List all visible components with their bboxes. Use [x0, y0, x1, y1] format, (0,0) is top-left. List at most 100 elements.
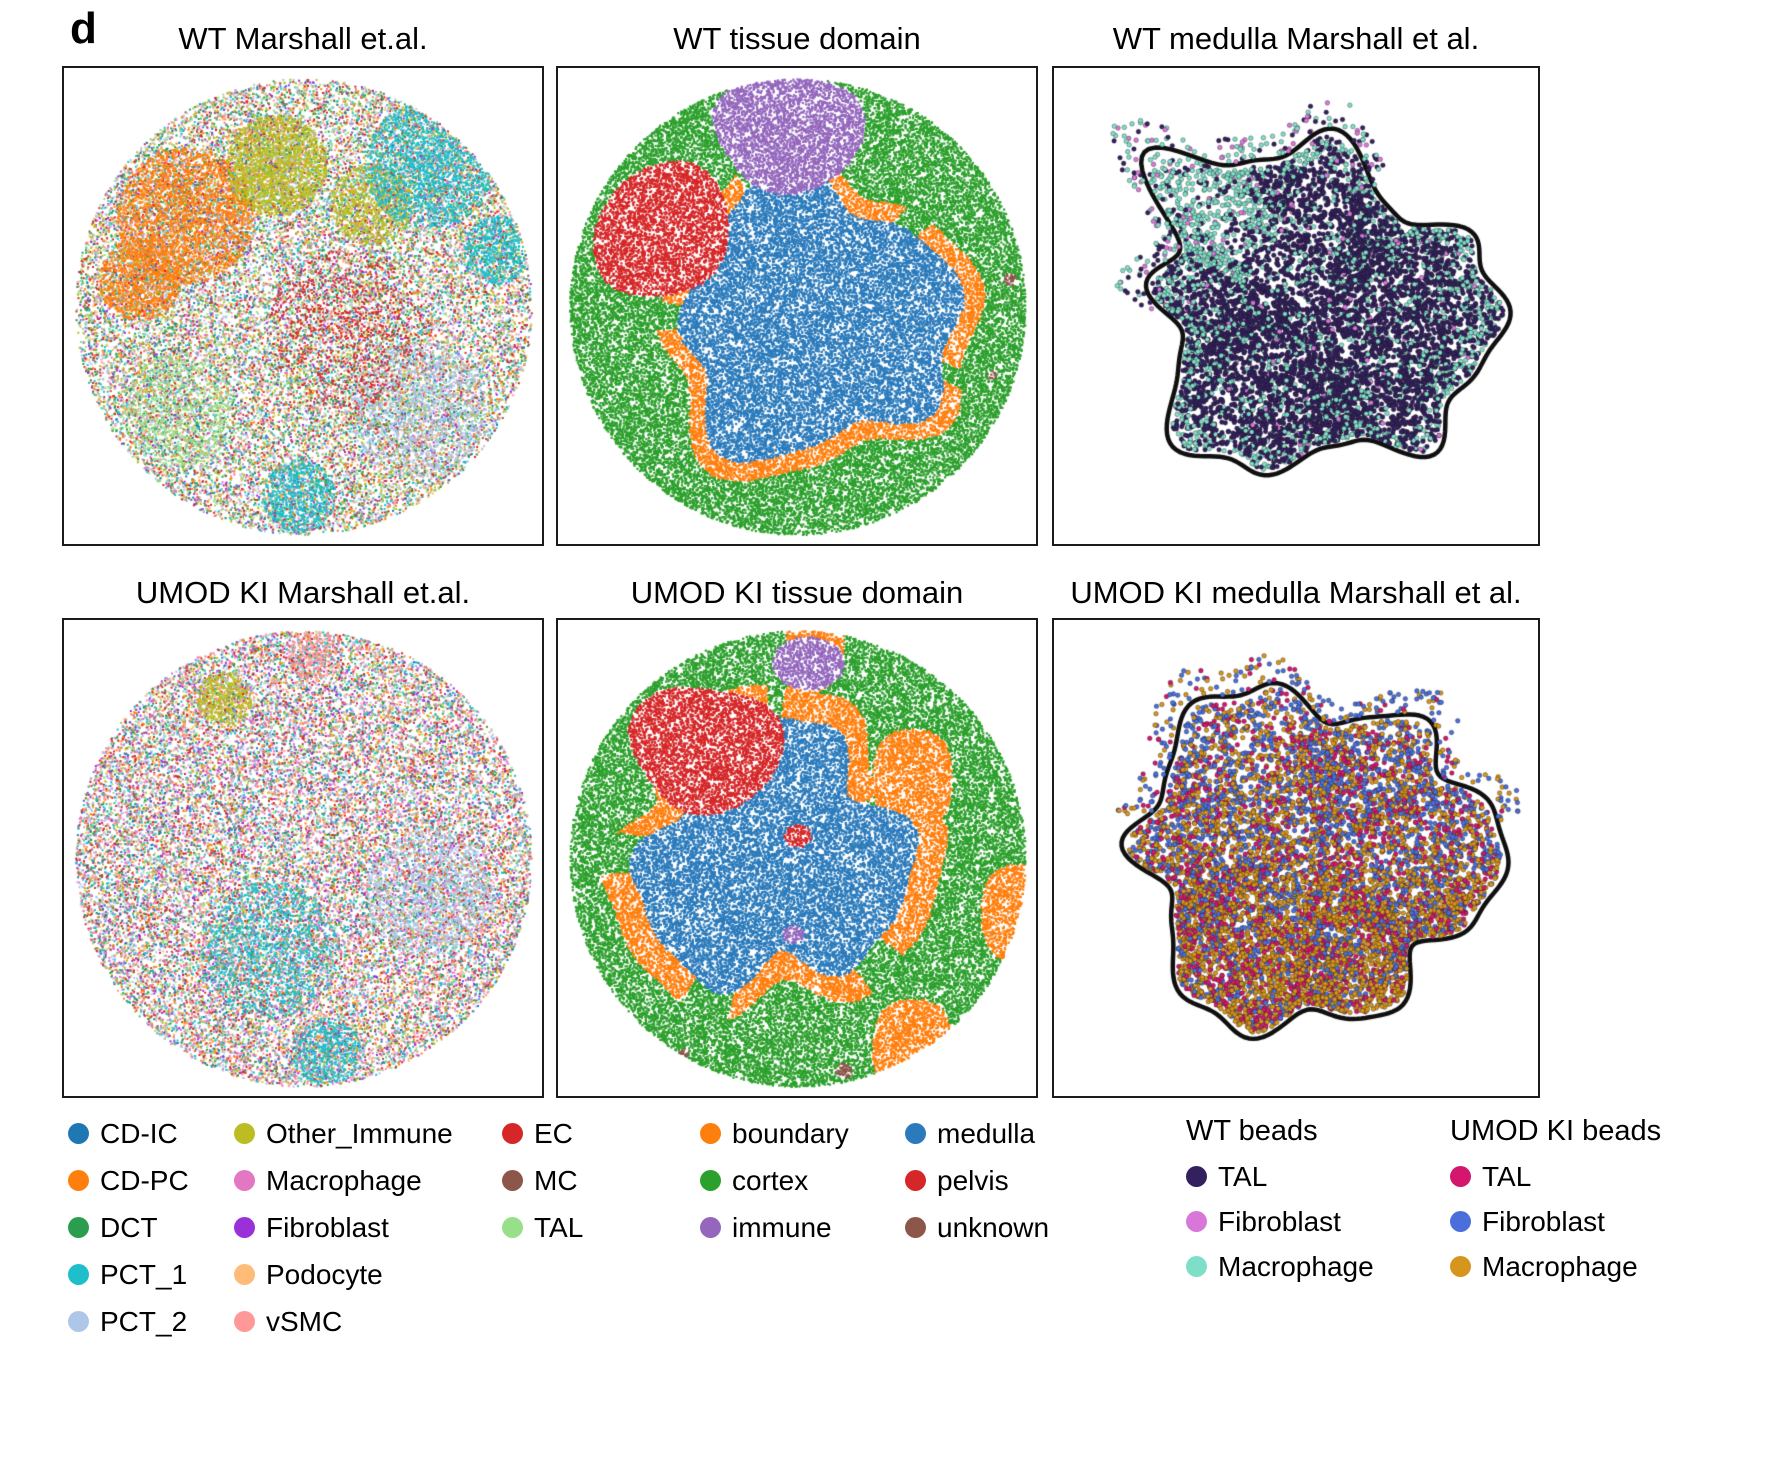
legend-cell-types-item-fibroblast: Fibroblast [234, 1204, 502, 1251]
legend-cell-types-item-macrophage: Macrophage [234, 1157, 502, 1204]
ki-marshall-plot [64, 620, 542, 1096]
panel-title-wt-domain: WT tissue domain [673, 21, 921, 56]
legend-label: Podocyte [266, 1258, 383, 1290]
legend-label: pelvis [937, 1164, 1009, 1196]
legend-wt-beads-item-macrophage: Macrophage [1186, 1244, 1374, 1289]
legend-umod-ki-beads-title: UMOD KI beads [1450, 1114, 1662, 1147]
ki-medulla-plot [1054, 620, 1538, 1096]
legend-label: unknown [937, 1211, 1050, 1243]
legend-cell-types-item-podocyte: Podocyte [234, 1251, 502, 1298]
legend-bullet-icon [905, 1123, 926, 1144]
legend-label: TAL [1482, 1160, 1532, 1192]
legend-label: PCT_2 [100, 1305, 188, 1337]
legend-label: DCT [100, 1211, 158, 1243]
legend-wt-beads-title: WT beads [1186, 1114, 1318, 1147]
legend-cell-types-item-pct-2: PCT_2 [68, 1298, 234, 1345]
legend-cell-types-item-mc: MC [502, 1157, 583, 1204]
legend-cell-types: CD-IC CD-PC DCT PCT_1 PCT_2 Other_Immune Macro… [68, 1110, 583, 1345]
legend-label: vSMC [266, 1305, 343, 1337]
legend-label: PCT_1 [100, 1258, 188, 1290]
legend-tissue-domains-item-immune: immune [700, 1204, 905, 1251]
legend-bullet-icon [234, 1123, 255, 1144]
legend-cell-types-item-dct: DCT [68, 1204, 234, 1251]
legend-cell-types-item-pct-1: PCT_1 [68, 1251, 234, 1298]
legend-wt-beads: WT beads TAL Fibroblast Macrophage [1186, 1108, 1374, 1289]
legend-bullet-icon [68, 1311, 89, 1332]
legend-bullet-icon [1186, 1211, 1207, 1232]
legend-bullet-icon [68, 1170, 89, 1191]
wt-medulla-plot [1054, 68, 1538, 544]
legend-umod-ki-beads: UMOD KI beads TAL Fibroblast Macrophage [1450, 1108, 1661, 1289]
figure-label: d [70, 4, 97, 53]
legend-label: boundary [732, 1117, 849, 1149]
legend-bullet-icon [905, 1170, 926, 1191]
legend-cell-types-item-tal: TAL [502, 1204, 583, 1251]
panel-wt-medulla [1052, 66, 1540, 546]
legend-tissue-domains-item-boundary: boundary [700, 1110, 905, 1157]
legend-umod-ki-beads-item-tal: TAL [1450, 1154, 1661, 1199]
wt-marshall-plot [64, 68, 542, 544]
legend-bullet-icon [700, 1170, 721, 1191]
legend-cell-types-item-cd-pc: CD-PC [68, 1157, 234, 1204]
panel-title-ki-medulla: UMOD KI medulla Marshall et al. [1070, 575, 1522, 610]
legend-label: CD-IC [100, 1117, 178, 1149]
legend-bullet-icon [905, 1217, 926, 1238]
panel-title-wt-medulla: WT medulla Marshall et al. [1112, 21, 1480, 56]
legend-bullet-icon [700, 1123, 721, 1144]
legend-label: MC [534, 1164, 578, 1196]
legend-bullet-icon [68, 1264, 89, 1285]
legend-umod-ki-beads-item-macrophage: Macrophage [1450, 1244, 1661, 1289]
legend-cell-types-item-cd-ic: CD-IC [68, 1110, 234, 1157]
panel-ki-medulla [1052, 618, 1540, 1098]
legend-bullet-icon [68, 1217, 89, 1238]
legend-bullet-icon [502, 1123, 523, 1144]
legend-bullet-icon [234, 1311, 255, 1332]
legend-tissue-domains-item-cortex: cortex [700, 1157, 905, 1204]
legend-bullet-icon [234, 1264, 255, 1285]
legend-tissue-domains-item-medulla: medulla [905, 1110, 1049, 1157]
legend-bullet-icon [234, 1170, 255, 1191]
legend-umod-ki-beads-item-fibroblast: Fibroblast [1450, 1199, 1661, 1244]
legend-label: Other_Immune [266, 1117, 453, 1149]
legend-cell-types-item-ec: EC [502, 1110, 583, 1157]
legend-bullet-icon [1450, 1166, 1471, 1187]
legend-tissue-domains-item-unknown: unknown [905, 1204, 1049, 1251]
legend-wt-beads-item-tal: TAL [1186, 1154, 1374, 1199]
legend-label: Fibroblast [1218, 1205, 1341, 1237]
legend-label: TAL [1218, 1160, 1268, 1192]
legend-bullet-icon [1450, 1211, 1471, 1232]
ki-domain-plot [558, 620, 1036, 1096]
panel-wt-marshall [62, 66, 544, 546]
legend-label: Fibroblast [266, 1211, 389, 1243]
legend-bullet-icon [1186, 1256, 1207, 1277]
legend-bullet-icon [1186, 1166, 1207, 1187]
legend-cell-types-item-other-immune: Other_Immune [234, 1110, 502, 1157]
legend-label: cortex [732, 1164, 809, 1196]
legend-wt-beads-item-fibroblast: Fibroblast [1186, 1199, 1374, 1244]
legend-bullet-icon [700, 1217, 721, 1238]
legend-bullet-icon [502, 1170, 523, 1191]
legend-tissue-domains-item-pelvis: pelvis [905, 1157, 1049, 1204]
panel-title-ki-domain: UMOD KI tissue domain [630, 575, 964, 610]
legend-bullet-icon [502, 1217, 523, 1238]
figure-legends: CD-IC CD-PC DCT PCT_1 PCT_2 Other_Immune Macro… [0, 1106, 1776, 1457]
legend-label: medulla [937, 1117, 1036, 1149]
panel-title-ki-marshall: UMOD KI Marshall et.al. [135, 575, 471, 610]
wt-domain-plot [558, 68, 1036, 544]
panel-title-wt-marshall: WT Marshall et.al. [178, 21, 428, 56]
legend-label: CD-PC [100, 1164, 189, 1196]
legend-label: Macrophage [266, 1164, 422, 1196]
legend-bullet-icon [1450, 1256, 1471, 1277]
legend-label: Macrophage [1482, 1250, 1638, 1282]
legend-label: EC [534, 1117, 573, 1149]
panel-wt-domain [556, 66, 1038, 546]
legend-label: Fibroblast [1482, 1205, 1605, 1237]
legend-tissue-domains: boundary cortex immune medulla pelvis unknown [700, 1110, 1049, 1251]
legend-label: TAL [534, 1211, 584, 1243]
panel-ki-marshall [62, 618, 544, 1098]
legend-cell-types-item-vsmc: vSMC [234, 1298, 502, 1345]
legend-label: Macrophage [1218, 1250, 1374, 1282]
legend-bullet-icon [234, 1217, 255, 1238]
legend-bullet-icon [68, 1123, 89, 1144]
